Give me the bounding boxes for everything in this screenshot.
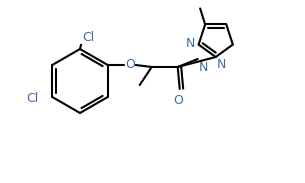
Text: N: N: [217, 58, 226, 71]
Text: N: N: [199, 61, 208, 74]
Text: Cl: Cl: [26, 92, 38, 104]
Text: Cl: Cl: [82, 31, 94, 44]
Text: O: O: [173, 94, 183, 107]
Text: O: O: [125, 59, 135, 72]
Text: N: N: [186, 37, 196, 50]
